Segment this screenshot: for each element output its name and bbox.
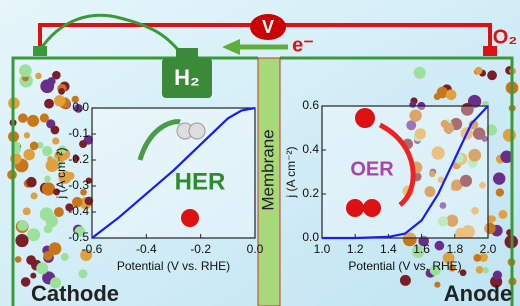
atom (26, 177, 37, 188)
o2-molecule (346, 199, 364, 217)
atom (40, 113, 49, 122)
atom (54, 207, 64, 217)
atom (496, 188, 504, 196)
atom (52, 137, 59, 144)
y-axis-label: j (A cm⁻²) (54, 148, 68, 200)
atom (493, 172, 505, 184)
o2-molecule (363, 199, 381, 217)
atom (483, 267, 489, 273)
water-molecule (355, 108, 375, 128)
atom (434, 93, 441, 100)
atom (58, 88, 65, 95)
y-tick-label: 0.6 (302, 98, 319, 112)
anode-label: Anode (444, 281, 512, 306)
x-tick-label: 0.0 (247, 242, 264, 256)
membrane-label: Membrane (258, 129, 277, 210)
atom (51, 126, 60, 135)
x-tick-label: 2.0 (480, 242, 497, 256)
cathode-label: Cathode (31, 281, 119, 306)
atom (446, 89, 457, 100)
atom (79, 140, 87, 148)
atom (434, 282, 440, 288)
atom (42, 146, 52, 156)
atom (414, 67, 426, 79)
her-label: HER (175, 168, 226, 195)
atom (31, 192, 38, 199)
atom (40, 79, 54, 93)
atom (435, 241, 445, 251)
atom (475, 67, 483, 75)
atom (18, 113, 28, 123)
x-tick-label: 1.4 (380, 242, 397, 256)
atom (44, 176, 51, 183)
atom (15, 234, 28, 247)
atom (503, 129, 516, 142)
atom (40, 207, 54, 221)
atom (61, 253, 69, 261)
x-axis-label: Potential (V vs. RHE) (348, 259, 461, 273)
y-tick-label: -0.2 (68, 152, 89, 166)
y-tick-label: 0.4 (302, 142, 319, 156)
x-axis-label: Potential (V vs. RHE) (117, 259, 230, 273)
y-tick-label: -0.4 (68, 204, 89, 218)
y-tick-label: 0.0 (72, 100, 89, 114)
atom (42, 182, 55, 195)
x-tick-label: -0.6 (82, 242, 103, 256)
atom (30, 142, 39, 151)
atom (400, 275, 411, 286)
h2-cap (176, 48, 198, 58)
atom (44, 99, 54, 109)
figure: V e⁻ H₂ O₂ Membrane HER OER Cathode Anod… (0, 0, 520, 306)
atom (476, 266, 483, 273)
atom (43, 251, 53, 261)
h2-molecule (189, 123, 205, 139)
atom (36, 262, 48, 274)
electrode-clip (33, 46, 47, 56)
atom (21, 277, 31, 287)
atom (499, 210, 508, 219)
oer-label: OER (350, 158, 394, 180)
x-tick-label: -0.2 (190, 242, 211, 256)
y-tick-label: 0.2 (302, 186, 319, 200)
o2-label: O₂ (493, 26, 517, 48)
atom (54, 95, 65, 106)
x-tick-label: -0.4 (136, 242, 157, 256)
h2-label: H₂ (174, 65, 200, 90)
atom (23, 149, 34, 160)
y-axis-label: j (A cm⁻²) (284, 147, 298, 199)
x-tick-label: 1.8 (446, 242, 463, 256)
atom (19, 64, 32, 77)
y-tick-label: -0.1 (68, 126, 89, 140)
x-tick-label: 1.0 (314, 242, 331, 256)
atom (487, 70, 497, 80)
water-molecule (181, 209, 199, 227)
atom (27, 115, 39, 127)
atom (24, 132, 30, 138)
atom (493, 270, 502, 279)
x-tick-label: 1.6 (413, 242, 430, 256)
y-tick-label: -0.3 (68, 178, 89, 192)
voltage-label: V (262, 17, 274, 37)
x-tick-label: 1.2 (347, 242, 364, 256)
electron-label: e⁻ (292, 34, 314, 56)
atom (489, 215, 496, 222)
atom (78, 269, 87, 278)
atom (30, 273, 36, 279)
atom (17, 220, 28, 231)
plot-area (322, 106, 488, 238)
atom (35, 73, 41, 79)
atom (23, 207, 31, 215)
atom (15, 256, 22, 263)
atom (27, 228, 40, 241)
